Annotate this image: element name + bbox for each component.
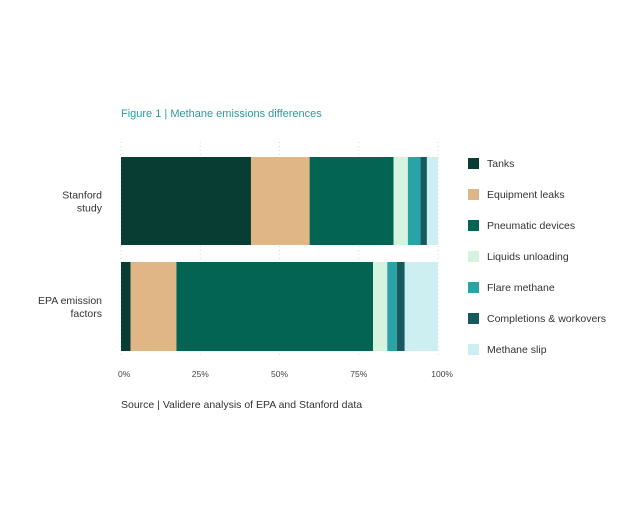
bar-segment (309, 157, 394, 245)
legend-label: Pneumatic devices (487, 219, 576, 232)
bar-segment (387, 262, 397, 351)
figure-title: Figure 1 | Methane emissions differences (121, 108, 322, 120)
legend-item: Completions & workovers (468, 303, 606, 334)
bars (121, 157, 438, 351)
legend-swatch (468, 251, 479, 262)
category-label: Stanford study (62, 190, 102, 215)
legend-label: Methane slip (487, 343, 547, 356)
legend-label: Flare methane (487, 281, 555, 294)
x-tick-label: 0% (118, 369, 131, 379)
legend-swatch (468, 189, 479, 200)
bar-segment (426, 157, 438, 245)
legend-item: Pneumatic devices (468, 210, 606, 241)
legend-label: Tanks (487, 157, 515, 170)
x-tick-label: 50% (271, 369, 288, 379)
source-note: Source | Validere analysis of EPA and St… (121, 399, 363, 411)
bar-segment (393, 157, 408, 245)
bar-segment (176, 262, 374, 351)
bar-segment (420, 157, 427, 245)
x-tick-label: 100% (431, 369, 453, 379)
bar-segment (373, 262, 388, 351)
bar-segment (396, 262, 405, 351)
bar-segment (250, 157, 310, 245)
legend-item: Methane slip (468, 334, 606, 365)
legend-swatch (468, 158, 479, 169)
legend-label: Equipment leaks (487, 188, 565, 201)
bar-group (121, 157, 438, 245)
x-tick-label: 25% (192, 369, 209, 379)
bar-segment (407, 157, 421, 245)
legend-swatch (468, 282, 479, 293)
x-tick-label: 75% (350, 369, 367, 379)
category-labels: Stanford study EPA emission factors (38, 190, 103, 321)
legend-swatch (468, 220, 479, 231)
category-label: EPA emission factors (38, 295, 102, 320)
legend-label: Completions & workovers (487, 312, 607, 325)
legend-label: Liquids unloading (487, 250, 569, 263)
x-tick-labels: 0% 25% 50% 75% 100% (118, 369, 453, 379)
bar-segment (121, 157, 251, 245)
legend-swatch (468, 344, 479, 355)
legend-item: Liquids unloading (468, 241, 606, 272)
bar-segment (404, 262, 438, 351)
bar-group (121, 262, 438, 351)
legend-item: Flare methane (468, 272, 606, 303)
bar-segment (121, 262, 131, 351)
legend: Tanks Equipment leaks Pneumatic devices Liq… (468, 148, 606, 365)
bar-segment (130, 262, 177, 351)
legend-swatch (468, 313, 479, 324)
legend-item: Tanks (468, 148, 606, 179)
legend-item: Equipment leaks (468, 179, 606, 210)
